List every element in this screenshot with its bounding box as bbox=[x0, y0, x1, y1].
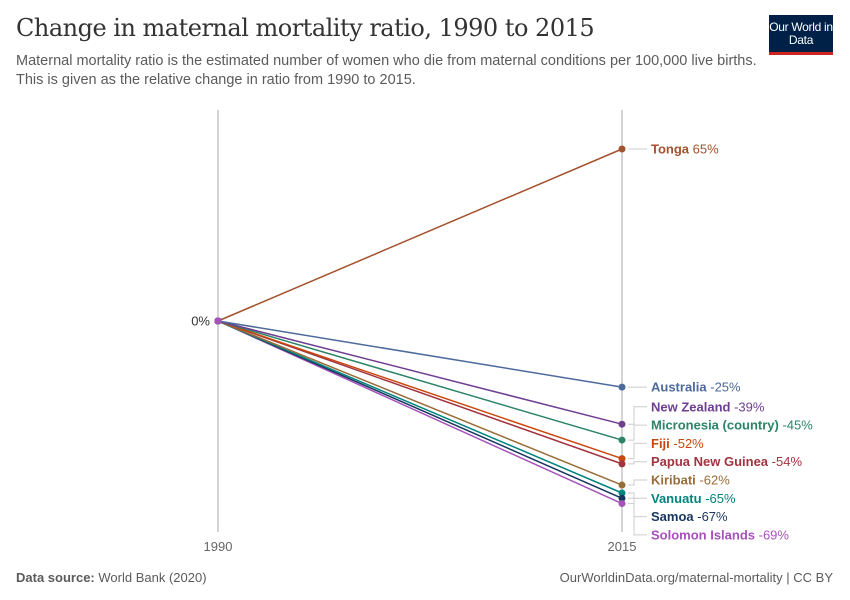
end-point bbox=[618, 420, 626, 428]
data-source: Data source: World Bank (2020) bbox=[16, 570, 207, 585]
series-value: -39% bbox=[730, 399, 764, 414]
end-point bbox=[618, 500, 626, 508]
series-label: Micronesia (country) -45% bbox=[651, 418, 813, 433]
series-name: Kiribati bbox=[651, 472, 696, 487]
series-value: -52% bbox=[670, 436, 704, 451]
series-label: Fiji -52% bbox=[651, 436, 704, 451]
owid-logo[interactable]: Our World in Data bbox=[769, 15, 833, 55]
series-value: -45% bbox=[779, 418, 813, 433]
label-connector bbox=[628, 503, 647, 536]
series-name: Fiji bbox=[651, 436, 670, 451]
end-point bbox=[618, 494, 626, 502]
series-label: Samoa -67% bbox=[651, 509, 728, 524]
series-label: Solomon Islands -69% bbox=[651, 527, 789, 542]
label-connector bbox=[628, 492, 647, 499]
series-line bbox=[217, 320, 623, 499]
series-name: Micronesia (country) bbox=[651, 418, 779, 433]
series-value: -67% bbox=[694, 509, 728, 524]
label-connector bbox=[628, 461, 647, 465]
series-value: -69% bbox=[755, 527, 789, 542]
end-point bbox=[618, 436, 626, 444]
label-connector bbox=[628, 479, 647, 486]
series-name: New Zealand bbox=[651, 399, 731, 414]
series-line bbox=[217, 320, 623, 465]
series-name: Papua New Guinea bbox=[651, 454, 769, 469]
series-value: -54% bbox=[768, 454, 802, 469]
end-point bbox=[618, 481, 626, 489]
y-tick-label: 0% bbox=[191, 314, 210, 329]
label-connector bbox=[628, 442, 647, 460]
label-connector bbox=[628, 424, 647, 441]
source-label: Data source: bbox=[16, 570, 95, 585]
series-name: Vanuatu bbox=[651, 491, 702, 506]
x-tick-label: 2015 bbox=[608, 539, 637, 554]
series-label: Vanuatu -65% bbox=[651, 491, 736, 506]
series-line bbox=[217, 320, 623, 441]
end-point bbox=[618, 455, 626, 463]
series-label: Papua New Guinea -54% bbox=[651, 454, 802, 469]
label-connector bbox=[628, 406, 647, 425]
series-name: Tonga bbox=[651, 142, 690, 157]
series-value: 65% bbox=[689, 142, 719, 157]
series-line bbox=[217, 320, 623, 388]
series-name: Samoa bbox=[651, 509, 694, 524]
series-name: Australia bbox=[651, 380, 707, 395]
series-line bbox=[217, 320, 623, 494]
chart-title: Change in maternal mortality ratio, 1990… bbox=[16, 14, 595, 42]
series-label: Australia -25% bbox=[651, 380, 741, 395]
series-label: Kiribati -62% bbox=[651, 472, 730, 487]
series-line bbox=[217, 320, 623, 460]
series-line bbox=[217, 148, 623, 322]
series-line bbox=[217, 320, 623, 486]
label-connector bbox=[628, 497, 647, 518]
series-line bbox=[217, 320, 623, 425]
series-label: New Zealand -39% bbox=[651, 399, 765, 414]
series-label: Tonga 65% bbox=[651, 142, 719, 157]
end-point bbox=[618, 489, 626, 497]
chart-subtitle: Maternal mortality ratio is the estimate… bbox=[16, 53, 757, 88]
end-point bbox=[618, 460, 626, 468]
end-point bbox=[618, 383, 626, 391]
series-line bbox=[217, 320, 623, 505]
series-name: Solomon Islands bbox=[651, 527, 755, 542]
series-value: -65% bbox=[702, 491, 736, 506]
series-value: -25% bbox=[707, 380, 741, 395]
start-point bbox=[214, 317, 222, 325]
source-value: World Bank (2020) bbox=[98, 570, 207, 585]
series-value: -62% bbox=[696, 472, 730, 487]
end-point bbox=[618, 145, 626, 153]
x-tick-label: 1990 bbox=[204, 539, 233, 554]
footer-url[interactable]: OurWorldinData.org/maternal-mortality | … bbox=[559, 570, 833, 585]
